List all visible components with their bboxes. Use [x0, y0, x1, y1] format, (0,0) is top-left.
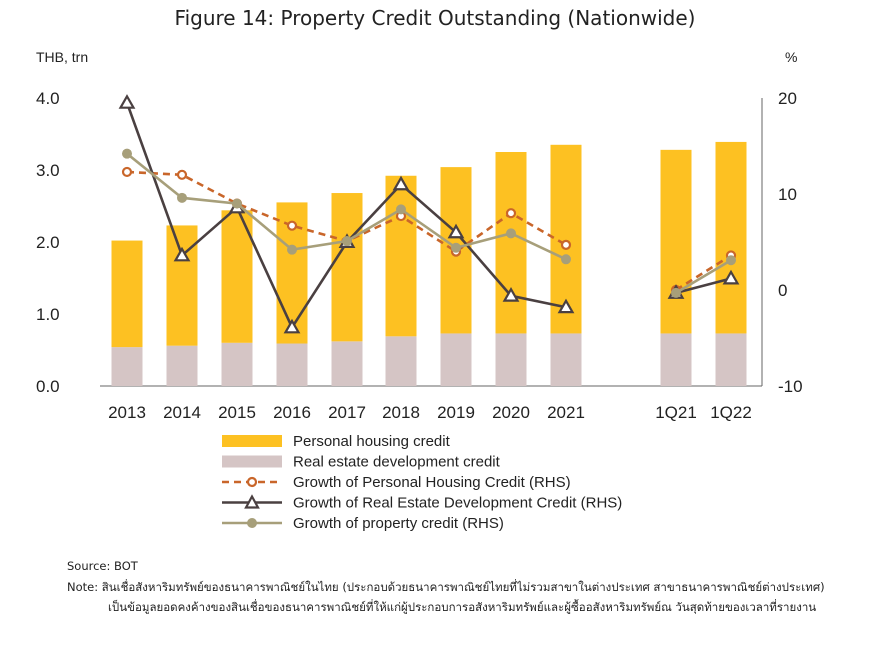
left-tick-label: 1.0 [36, 305, 60, 324]
point-property-credit-growth [287, 244, 297, 255]
source-text: Source: BOT [67, 559, 138, 573]
point-real-estate-dev-growth [118, 94, 136, 109]
point-personal-housing-growth [560, 239, 572, 250]
point-real-estate-dev-growth [392, 175, 410, 191]
bar-personal-housing [495, 152, 527, 334]
point-property-credit-growth [122, 148, 132, 159]
bar-real-estate-development [495, 333, 527, 386]
category-label: 1Q22 [710, 403, 752, 422]
note-line-2: เป็นข้อมูลยอดคงค้างของสินเชื่อของธนาคารพ… [108, 600, 817, 614]
bar-real-estate-development [221, 342, 253, 386]
point-property-credit-growth [396, 204, 406, 215]
bar-real-estate-development [715, 333, 747, 386]
point-property-credit-growth [342, 236, 352, 247]
legend-label: Growth of Personal Housing Credit (RHS) [293, 474, 571, 491]
point-property-credit-growth [726, 255, 736, 266]
bar-real-estate-development [550, 333, 582, 386]
point-property-credit-growth [451, 242, 461, 253]
bar-personal-housing [166, 225, 198, 346]
point-real-estate-dev-growth [447, 223, 465, 239]
legend-label: Real estate development credit [293, 454, 501, 471]
bar-real-estate-development [166, 345, 198, 386]
chart-title: Figure 14: Property Credit Outstanding (… [175, 6, 696, 30]
category-label: 2020 [492, 403, 530, 422]
series-line [675, 254, 732, 292]
right-tick-label: 20 [778, 89, 797, 108]
left-tick-label: 2.0 [36, 233, 60, 252]
left-tick-label: 4.0 [36, 89, 60, 108]
legend-label: Growth of Real Estate Development Credit… [293, 495, 622, 512]
point-personal-housing-growth [286, 220, 298, 231]
bar-real-estate-development [331, 341, 363, 386]
legend-swatch [222, 455, 282, 468]
left-tick-label: 3.0 [36, 161, 60, 180]
bar-real-estate-development [385, 336, 417, 386]
right-tick-label: 10 [778, 185, 797, 204]
point-property-credit-growth [671, 287, 681, 298]
legend-marker [247, 518, 257, 528]
legend-marker [246, 476, 258, 488]
category-label: 2014 [163, 403, 201, 422]
category-label: 2017 [328, 403, 366, 422]
bar-personal-housing [660, 149, 692, 334]
point-property-credit-growth [232, 198, 242, 209]
bar-personal-housing [385, 175, 417, 337]
legend: Personal housing credit Real estate devel… [222, 433, 622, 532]
point-property-credit-growth [561, 254, 571, 265]
bar-real-estate-development [660, 333, 692, 386]
bar-real-estate-development [276, 343, 308, 386]
category-label: 2021 [547, 403, 585, 422]
bar-personal-housing [111, 240, 143, 348]
category-label: 1Q21 [655, 403, 697, 422]
right-tick-label: 0 [778, 281, 787, 300]
point-real-estate-dev-growth [557, 298, 575, 314]
right-axis-label: % [785, 49, 797, 65]
note-line-1: Note: สินเชื่อสังหาริมทรัพย์ของธนาคารพาณ… [67, 580, 825, 594]
point-real-estate-dev-growth [173, 246, 191, 262]
right-tick-label: -10 [778, 377, 803, 396]
legend-swatch [222, 435, 282, 447]
legend-label: Personal housing credit [293, 433, 451, 450]
bar-personal-housing [715, 141, 747, 334]
series-line [675, 259, 732, 294]
category-label: 2016 [273, 403, 311, 422]
point-personal-housing-growth [505, 208, 517, 219]
category-label: 2013 [108, 403, 146, 422]
legend-marker [244, 494, 260, 509]
left-axis-label: THB, trn [36, 49, 88, 65]
point-personal-housing-growth [176, 169, 188, 180]
series-line [675, 277, 732, 295]
bar-personal-housing [331, 193, 363, 342]
bar-real-estate-development [440, 333, 472, 386]
point-real-estate-dev-growth [722, 269, 740, 285]
point-property-credit-growth [506, 228, 516, 239]
bar-real-estate-development [111, 347, 143, 386]
point-property-credit-growth [177, 192, 187, 203]
category-label: 2018 [382, 403, 420, 422]
point-real-estate-dev-growth [502, 287, 520, 302]
plot-area: 0.0 1.0 2.0 3.0 4.0 -10 0 10 20 2013 2014 2015 2016 2… [36, 89, 803, 422]
category-label: 2015 [218, 403, 256, 422]
category-label: 2019 [437, 403, 475, 422]
point-personal-housing-growth [121, 166, 133, 178]
legend-label: Growth of property credit (RHS) [293, 515, 504, 532]
point-real-estate-dev-growth [283, 318, 301, 334]
left-tick-label: 0.0 [36, 377, 60, 396]
